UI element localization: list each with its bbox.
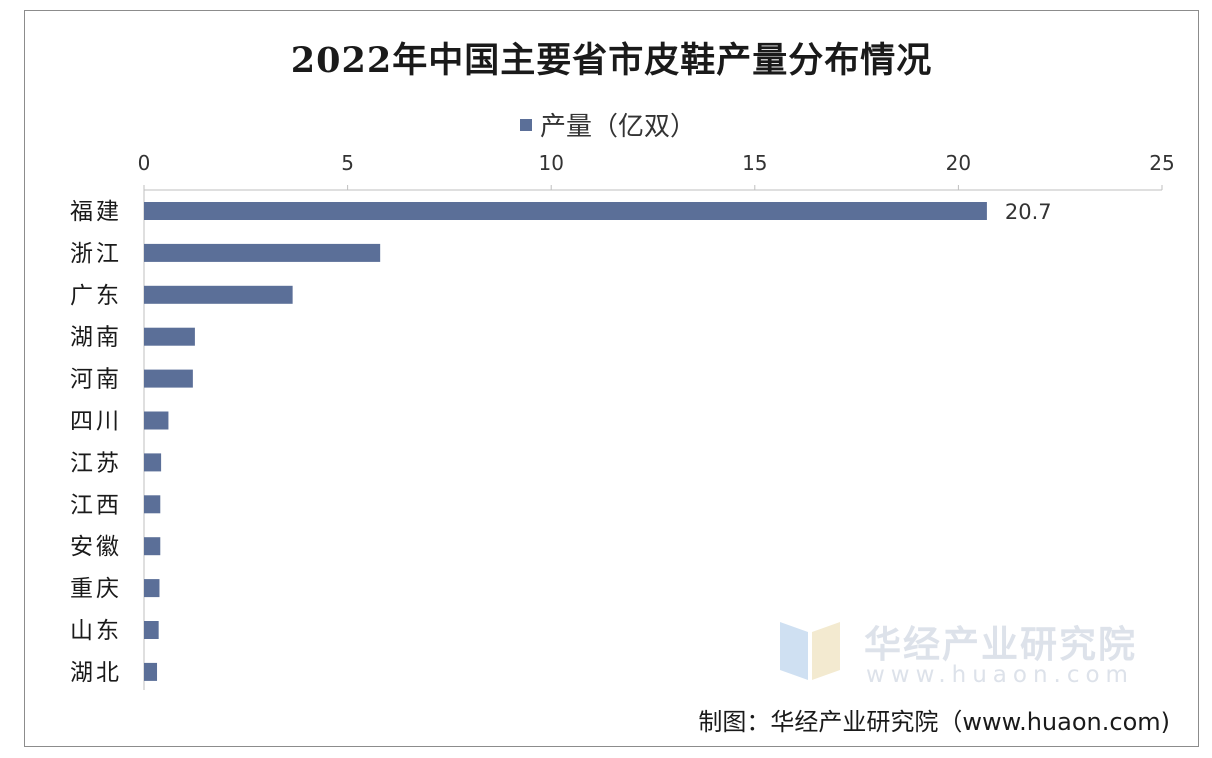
bar	[144, 537, 161, 556]
bar	[144, 243, 381, 262]
watermark-logo-icon	[780, 622, 840, 680]
category-label: 湖北	[70, 660, 122, 686]
bar	[144, 327, 195, 346]
bar	[144, 662, 158, 681]
bar	[144, 285, 293, 304]
chart-frame	[24, 10, 1199, 747]
legend-label: 产量（亿双）	[540, 112, 697, 142]
category-label: 安徽	[70, 534, 122, 560]
bar	[144, 453, 162, 472]
data-label: 20.7	[1005, 200, 1052, 224]
category-label: 广东	[70, 283, 122, 309]
category-label: 湖南	[70, 325, 122, 351]
bar	[144, 369, 193, 388]
legend-swatch	[520, 118, 532, 131]
watermark: 华经产业研究院 www.huaon.com	[778, 612, 1158, 692]
watermark-url: www.huaon.com	[866, 662, 1134, 688]
x-tick-label: 20	[946, 151, 971, 175]
x-tick-label: 5	[341, 151, 354, 175]
chart-legend: 产量（亿双）	[520, 106, 696, 143]
x-tick-label: 10	[538, 151, 563, 175]
category-label: 重庆	[70, 576, 122, 602]
category-label: 四川	[70, 409, 122, 435]
bar	[144, 202, 987, 220]
category-label: 浙江	[70, 241, 122, 267]
x-tick-label: 25	[1149, 151, 1174, 175]
source-note: 制图：华经产业研究院（www.huaon.com)	[698, 708, 1170, 736]
category-label: 江西	[70, 492, 122, 518]
category-label: 河南	[70, 367, 122, 393]
bar	[144, 579, 160, 598]
category-label: 江苏	[70, 450, 122, 476]
bar	[144, 621, 159, 639]
bar	[144, 411, 169, 430]
x-tick-label: 0	[138, 151, 151, 175]
category-label: 山东	[70, 618, 122, 644]
watermark-name: 华经产业研究院	[864, 623, 1137, 666]
bar	[144, 495, 161, 514]
category-label: 福建	[70, 199, 122, 225]
x-tick-label: 15	[742, 151, 767, 175]
chart-title: 2022年中国主要省市皮鞋产量分布情况	[290, 40, 933, 81]
